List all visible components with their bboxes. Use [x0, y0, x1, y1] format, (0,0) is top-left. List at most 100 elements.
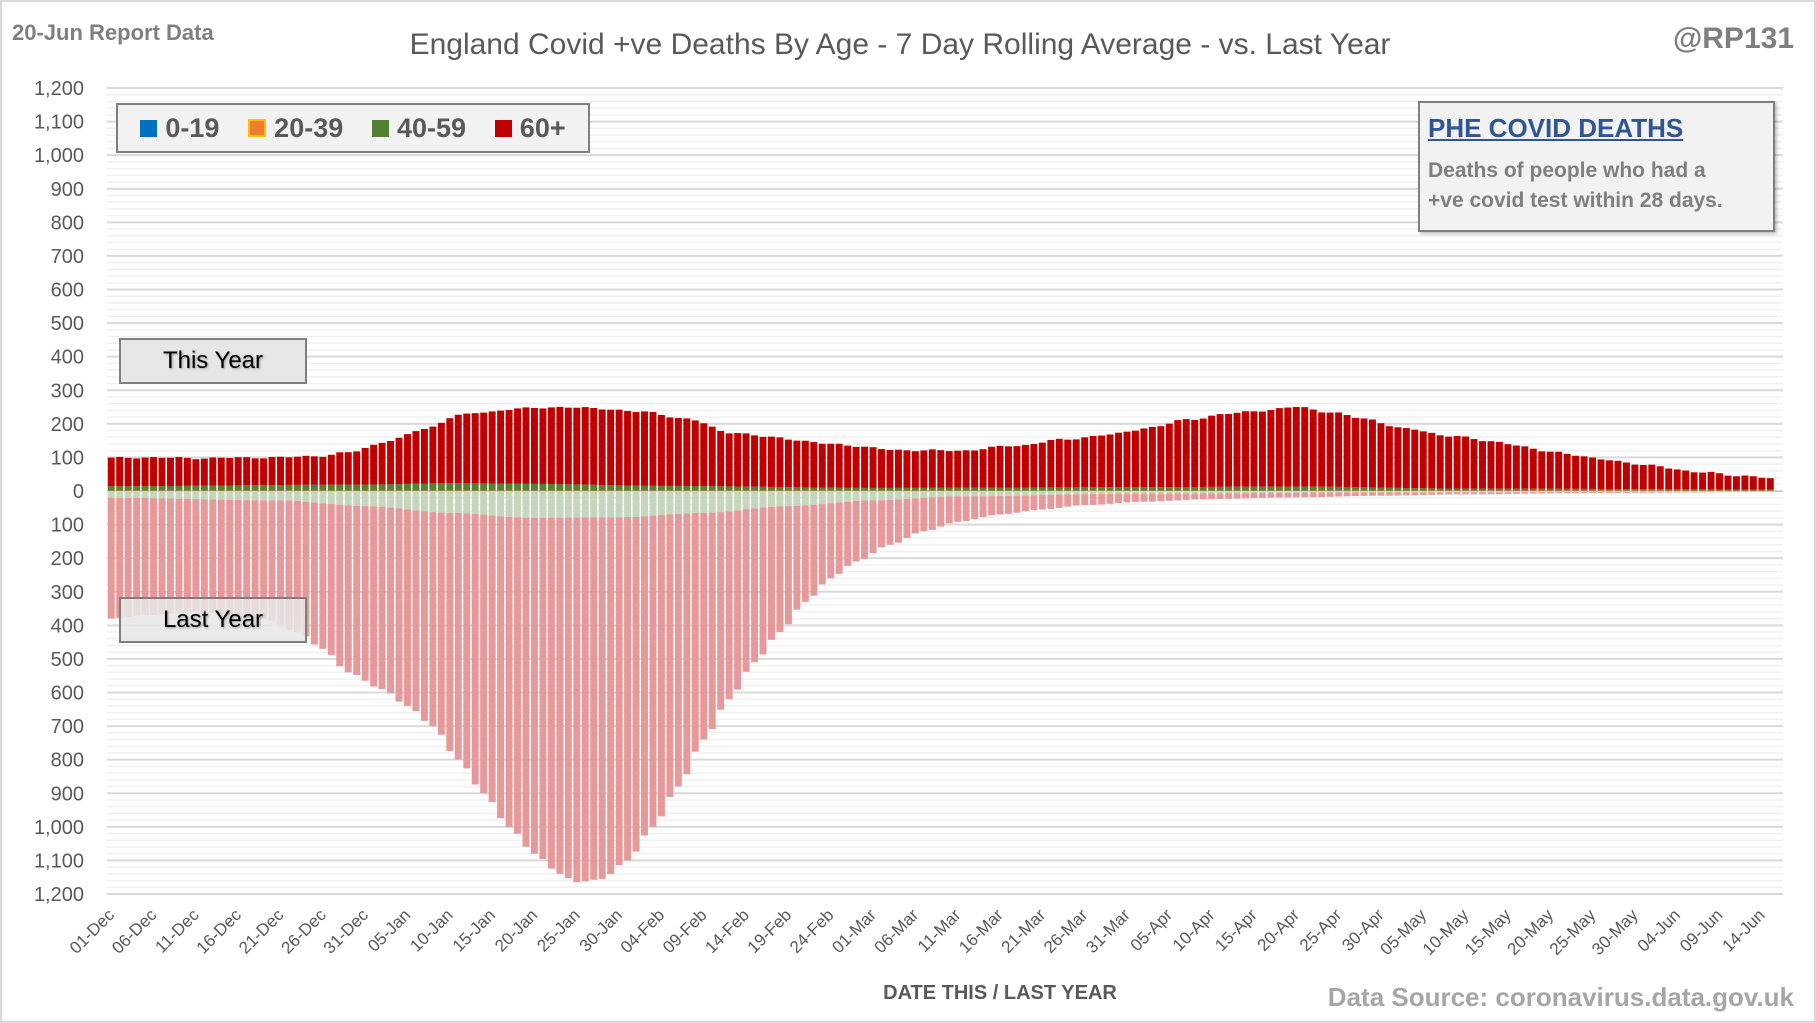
x-tick-label: 10-May [1419, 905, 1473, 959]
bar-this-year-40-59 [911, 487, 919, 491]
bar-last-year-40-59 [1665, 491, 1673, 492]
bar-this-year-60-plus [446, 418, 454, 484]
bar-last-year-40-59 [370, 491, 378, 507]
bar-this-year-60-plus [1631, 464, 1639, 490]
bar-this-year-60-plus [683, 418, 691, 486]
bar-last-year-60-plus [810, 504, 818, 596]
bar-this-year-60-plus [167, 457, 174, 486]
bar-last-year-40-59 [327, 491, 335, 505]
bar-last-year-40-59 [700, 491, 708, 513]
bar-this-year-40-59 [370, 484, 378, 491]
bar-last-year-60-plus [937, 496, 945, 527]
bar-last-year-40-59 [1436, 491, 1444, 493]
bar-this-year-60-plus [1580, 456, 1588, 489]
bar-this-year-40-59 [1724, 489, 1732, 491]
bar-this-year-40-59 [1148, 487, 1156, 491]
bar-this-year-40-59 [446, 483, 454, 491]
bar-last-year-60-plus [530, 517, 538, 854]
bar-this-year-40-59 [632, 485, 640, 491]
bar-last-year-60-plus [1098, 493, 1106, 505]
bar-this-year-40-59 [590, 484, 598, 491]
bar-this-year-60-plus [1732, 476, 1740, 490]
y-tick-label: 200 [51, 548, 84, 570]
y-tick-label: 100 [51, 515, 84, 537]
bar-this-year-60-plus [488, 411, 496, 484]
bar-last-year-40-59 [243, 491, 251, 501]
bar-this-year-60-plus [1741, 475, 1749, 490]
bar-this-year-40-59 [1648, 489, 1656, 491]
bar-last-year-60-plus [310, 502, 318, 645]
bar-this-year-40-59 [1301, 486, 1309, 491]
bar-this-year-40-59 [818, 487, 826, 491]
bar-this-year-40-59 [1622, 489, 1630, 491]
bar-this-year-40-59 [124, 486, 132, 491]
bar-last-year-60-plus [1419, 492, 1427, 496]
bar-this-year-60-plus [564, 407, 572, 485]
legend-swatch-60-plus [494, 119, 512, 137]
bar-last-year-40-59 [395, 491, 403, 509]
bar-this-year-40-59 [1326, 486, 1334, 491]
y-tick-label: 700 [51, 246, 84, 268]
bar-last-year-60-plus [768, 506, 775, 640]
bar-last-year-60-plus [1597, 491, 1605, 494]
chart-title: England Covid +ve Deaths By Age - 7 Day … [409, 28, 1391, 61]
bar-last-year-40-59 [1258, 491, 1266, 493]
bar-last-year-60-plus [505, 516, 513, 827]
bar-last-year-40-59 [1157, 491, 1165, 494]
bar-last-year-40-59 [285, 491, 293, 501]
bar-last-year-40-59 [751, 491, 759, 509]
bar-this-year-60-plus [1005, 446, 1012, 488]
bar-last-year-40-59 [1267, 491, 1275, 493]
bar-last-year-60-plus [911, 498, 919, 534]
bar-last-year-40-59 [801, 491, 809, 506]
bar-last-year-60-plus [1343, 492, 1351, 497]
bar-this-year-40-59 [192, 485, 200, 491]
bar-last-year-40-59 [1707, 491, 1715, 492]
bar-this-year-60-plus [1267, 409, 1275, 487]
bar-this-year-60-plus [124, 457, 132, 487]
y-tick-label: 1,200 [34, 884, 84, 906]
bar-this-year-60-plus [1064, 439, 1072, 488]
bar-last-year-40-59 [979, 491, 987, 497]
bar-this-year-40-59 [581, 484, 589, 491]
legend-label: 20-39 [274, 112, 344, 143]
bar-this-year-40-59 [522, 483, 530, 491]
bar-this-year-40-59 [962, 487, 970, 491]
bar-last-year-60-plus [217, 499, 225, 615]
bar-last-year-60-plus [1089, 493, 1097, 505]
x-tick-label: 05-May [1377, 905, 1431, 959]
bar-this-year-40-59 [869, 487, 877, 491]
bar-last-year-60-plus [1233, 493, 1241, 499]
bar-this-year-60-plus [1512, 445, 1520, 489]
bar-last-year-40-59 [1495, 491, 1503, 493]
bar-this-year-40-59 [395, 484, 403, 491]
bar-last-year-40-59 [446, 491, 454, 513]
bar-this-year-40-59 [1462, 488, 1470, 491]
bar-this-year-60-plus [1081, 437, 1089, 488]
bar-last-year-40-59 [387, 491, 395, 508]
bar-last-year-60-plus [522, 517, 530, 847]
bar-this-year-40-59 [1140, 487, 1148, 491]
bar-this-year-40-59 [1690, 489, 1698, 491]
bar-this-year-60-plus [1038, 442, 1046, 488]
bar-last-year-40-59 [971, 491, 979, 497]
x-tick-label: 15-Apr [1211, 905, 1261, 955]
bar-last-year-60-plus [708, 512, 716, 730]
x-tick-label: 25-May [1546, 905, 1600, 959]
bar-last-year-60-plus [1326, 492, 1334, 497]
bar-last-year-60-plus [412, 510, 420, 712]
bar-this-year-60-plus [700, 423, 708, 487]
bar-last-year-60-plus [1428, 492, 1436, 495]
bar-this-year-40-59 [852, 487, 860, 491]
bar-last-year-60-plus [1648, 491, 1656, 493]
bar-last-year-60-plus [463, 513, 471, 769]
bar-this-year-60-plus [336, 452, 344, 485]
bar-this-year-60-plus [1394, 427, 1402, 488]
bar-this-year-40-59 [361, 484, 369, 491]
bar-last-year-40-59 [1572, 491, 1580, 493]
bar-last-year-40-59 [268, 491, 276, 501]
bar-this-year-60-plus [1462, 436, 1470, 489]
bar-last-year-40-59 [1411, 491, 1419, 493]
bar-this-year-60-plus [691, 420, 699, 487]
bar-last-year-40-59 [573, 491, 581, 518]
